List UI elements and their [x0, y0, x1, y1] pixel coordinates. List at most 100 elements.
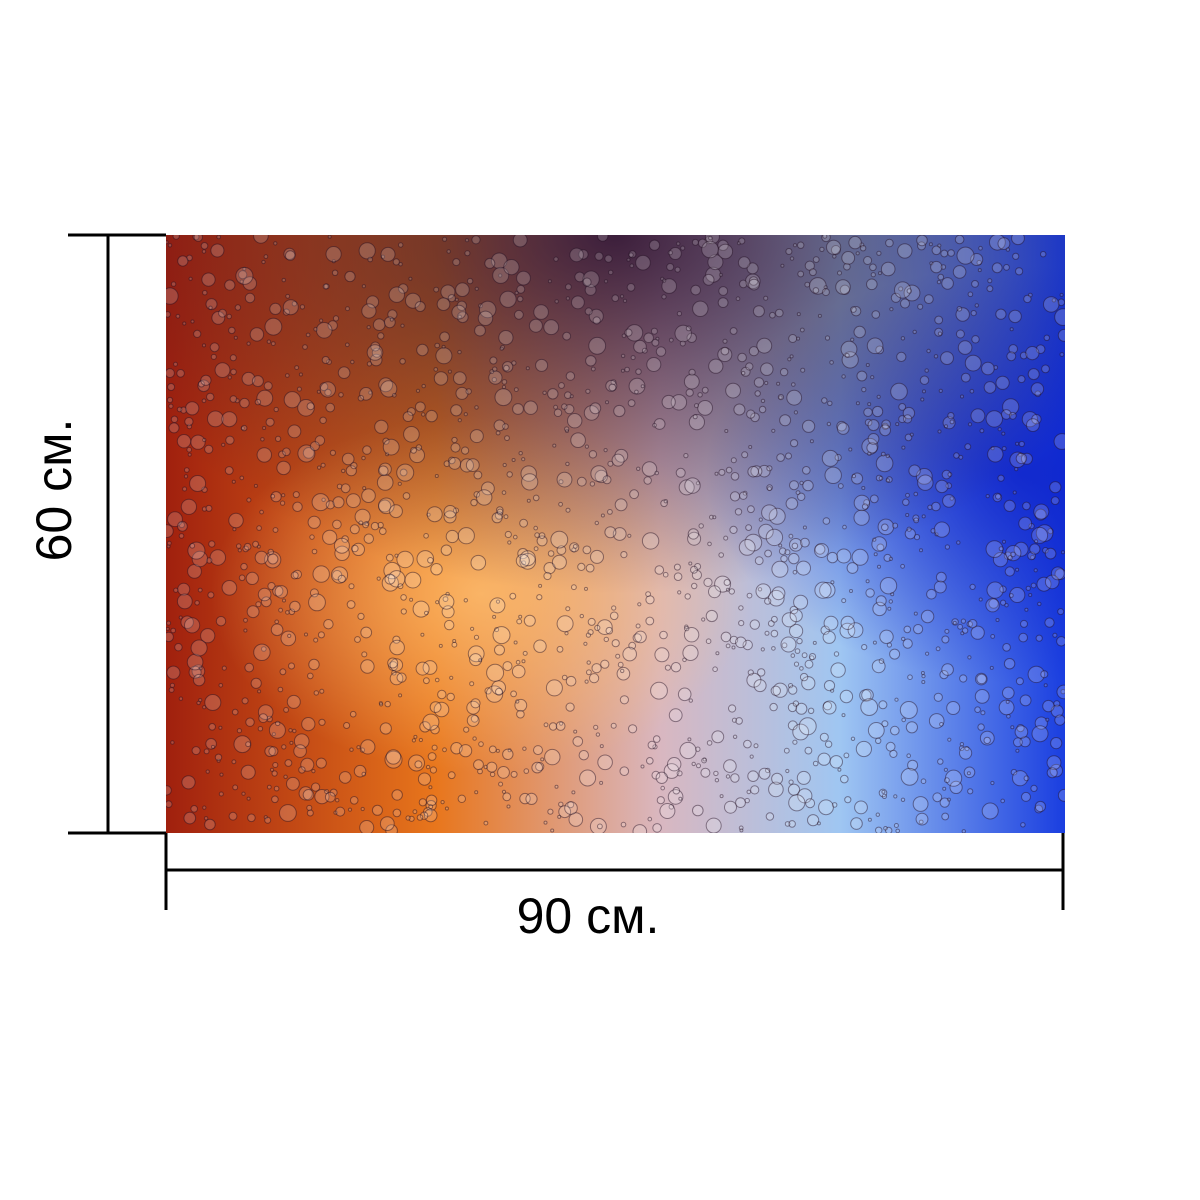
droplet: [893, 794, 898, 799]
droplet: [945, 482, 953, 490]
droplet: [322, 283, 329, 290]
droplet: [448, 457, 462, 470]
droplet: [691, 238, 699, 246]
droplet: [632, 633, 642, 643]
droplet: [1008, 344, 1019, 354]
droplet: [646, 357, 662, 372]
droplet: [1044, 547, 1057, 560]
droplet: [970, 625, 985, 640]
droplet: [177, 582, 191, 596]
droplet: [178, 533, 185, 539]
droplet: [959, 742, 965, 747]
droplet: [182, 321, 187, 326]
droplet: [900, 298, 910, 309]
droplet: [470, 714, 479, 723]
droplet: [676, 311, 683, 317]
droplet: [501, 361, 514, 373]
droplet: [894, 281, 912, 299]
droplet: [712, 666, 718, 673]
droplet: [935, 646, 941, 652]
droplet: [478, 741, 484, 747]
droplet: [431, 744, 438, 751]
droplet: [634, 389, 639, 395]
droplet: [398, 283, 409, 294]
droplet: [221, 411, 238, 428]
droplet: [191, 664, 206, 679]
droplet: [361, 455, 366, 461]
droplet: [870, 375, 875, 380]
droplet: [283, 707, 290, 713]
droplet: [1030, 784, 1038, 793]
droplet: [270, 491, 282, 503]
droplet: [473, 634, 480, 640]
droplet: [427, 752, 437, 761]
droplet: [478, 658, 483, 663]
droplet: [1001, 446, 1007, 451]
droplet: [865, 588, 875, 598]
droplet: [200, 374, 212, 386]
droplet: [611, 639, 620, 648]
droplet: [885, 478, 890, 483]
droplet: [178, 696, 184, 701]
droplet: [416, 550, 435, 568]
droplet: [729, 525, 738, 535]
droplet: [253, 235, 269, 244]
droplet: [718, 272, 723, 277]
droplet: [937, 331, 943, 336]
droplet: [452, 258, 461, 267]
droplet: [325, 500, 335, 510]
droplet: [593, 724, 599, 730]
droplet: [872, 405, 884, 418]
droplet: [320, 462, 326, 468]
droplet: [205, 298, 218, 311]
droplet: [471, 235, 481, 245]
droplet: [940, 264, 947, 270]
droplet: [771, 615, 778, 623]
droplet: [942, 786, 947, 791]
droplet: [270, 493, 276, 499]
droplet: [789, 354, 794, 359]
droplet: [705, 266, 722, 283]
droplet: [847, 622, 864, 638]
droplet: [178, 615, 183, 620]
droplet: [280, 630, 297, 647]
droplet: [173, 587, 179, 593]
droplet: [944, 777, 950, 784]
droplet: [502, 748, 514, 760]
droplet: [565, 296, 571, 301]
droplet: [543, 571, 552, 581]
droplet: [1020, 619, 1028, 628]
droplet: [240, 426, 245, 431]
droplet: [506, 804, 511, 809]
droplet: [898, 403, 907, 411]
droplet: [706, 740, 713, 746]
droplet: [245, 571, 259, 586]
droplet: [317, 631, 325, 639]
droplet: [384, 750, 403, 769]
droplet: [822, 630, 836, 644]
droplet: [700, 767, 711, 778]
droplet: [792, 243, 798, 248]
droplet: [812, 256, 820, 264]
droplet: [589, 817, 607, 833]
droplet: [540, 757, 545, 762]
droplet: [501, 379, 508, 385]
droplet: [474, 405, 479, 410]
droplet: [341, 452, 355, 466]
droplet: [764, 597, 772, 605]
droplet: [876, 543, 885, 552]
droplet: [855, 251, 860, 256]
droplet: [892, 522, 899, 529]
droplet: [1012, 490, 1017, 495]
droplet: [901, 717, 907, 723]
droplet: [628, 250, 637, 259]
droplet: [234, 304, 242, 311]
droplet: [995, 618, 1000, 622]
droplet: [881, 523, 889, 532]
droplet: [628, 377, 646, 395]
droplet: [309, 588, 319, 598]
droplet: [1057, 328, 1065, 342]
droplet: [407, 407, 416, 416]
droplet: [612, 527, 627, 541]
droplet: [787, 702, 798, 713]
